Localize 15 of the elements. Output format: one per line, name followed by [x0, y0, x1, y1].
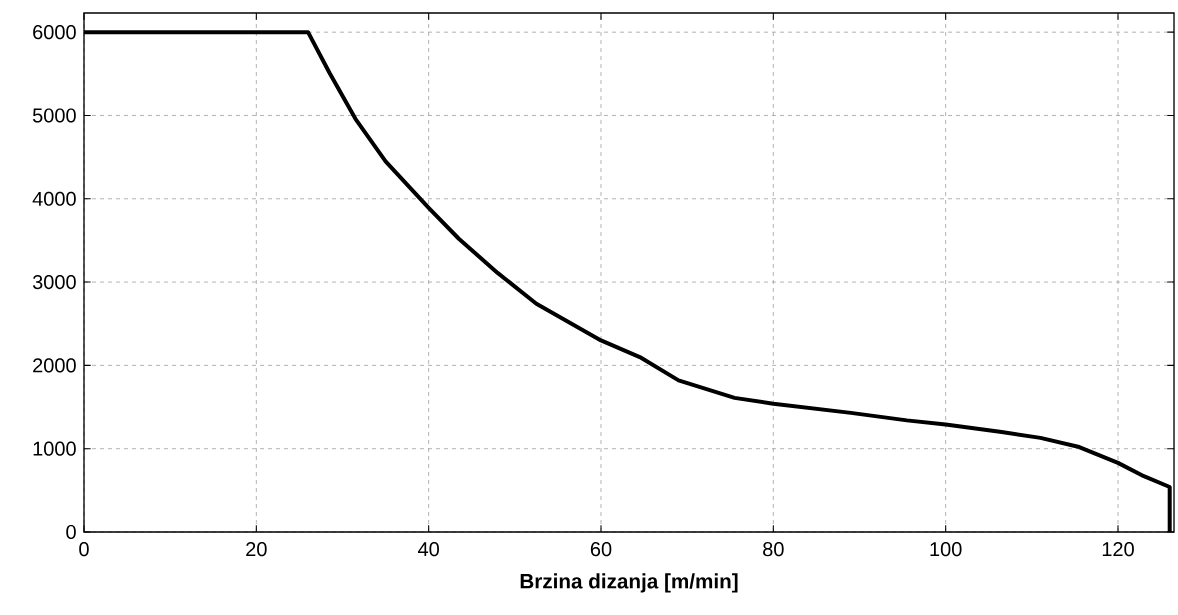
y-tick-label: 6000 [33, 25, 76, 40]
x-tick-label: 40 [418, 542, 439, 557]
x-tick-label: 120 [1102, 542, 1134, 557]
x-tick-label: 0 [79, 542, 89, 557]
x-tick-label: 60 [590, 542, 612, 557]
x-tick-label: 80 [763, 542, 784, 557]
y-tick-label: 5000 [32, 108, 76, 123]
y-tick-label: 3000 [32, 274, 76, 290]
y-tick-label: 0 [66, 524, 76, 540]
x-axis-title: Brzina dizanja [m/min] [520, 573, 738, 593]
y-tick-label: 1000 [33, 441, 76, 456]
y-tick-label: 4000 [32, 191, 76, 206]
x-tick-label: 100 [930, 542, 962, 557]
y-tick-label: 2000 [33, 358, 76, 373]
x-tick-label: 20 [246, 542, 267, 557]
